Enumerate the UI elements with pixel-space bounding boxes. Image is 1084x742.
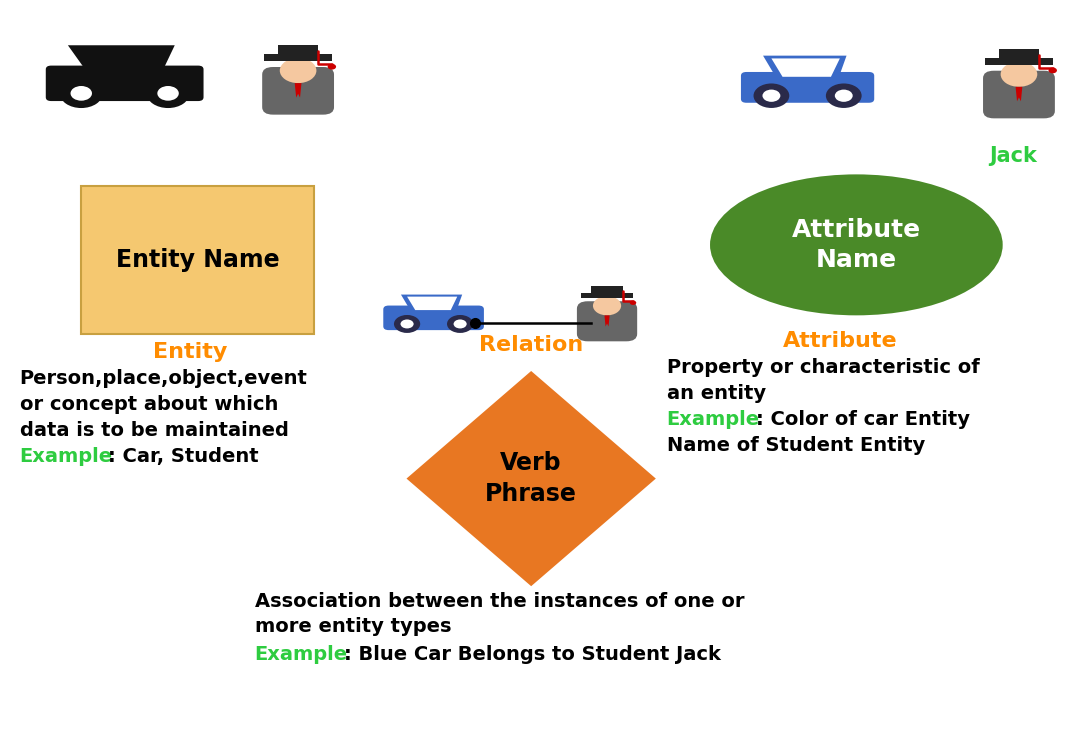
Circle shape (146, 79, 190, 108)
Text: Example: Example (20, 447, 113, 466)
Circle shape (447, 315, 474, 333)
Circle shape (762, 90, 780, 102)
FancyBboxPatch shape (264, 54, 332, 61)
Text: : Blue Car Belongs to Student Jack: : Blue Car Belongs to Student Jack (344, 645, 721, 664)
Text: : Car, Student: : Car, Student (108, 447, 259, 466)
Circle shape (400, 320, 414, 329)
Circle shape (327, 64, 336, 70)
Text: or concept about which: or concept about which (20, 395, 278, 414)
Polygon shape (408, 297, 457, 310)
Text: Person,place,object,event: Person,place,object,event (20, 369, 308, 388)
Polygon shape (1016, 87, 1022, 101)
Polygon shape (772, 59, 840, 77)
Text: more entity types: more entity types (255, 617, 451, 637)
Polygon shape (295, 83, 301, 97)
FancyBboxPatch shape (592, 286, 622, 294)
Circle shape (835, 90, 853, 102)
FancyBboxPatch shape (581, 293, 633, 298)
Text: Association between the instances of one or: Association between the instances of one… (255, 591, 745, 611)
Circle shape (1001, 62, 1037, 87)
Text: Example: Example (255, 645, 348, 664)
FancyBboxPatch shape (983, 70, 1055, 118)
FancyBboxPatch shape (81, 186, 314, 334)
Circle shape (753, 83, 789, 108)
Text: : Color of car Entity: : Color of car Entity (756, 410, 969, 429)
Text: Verb
Phrase: Verb Phrase (486, 451, 577, 506)
FancyBboxPatch shape (46, 65, 204, 101)
Text: Attribute: Attribute (783, 332, 898, 351)
Text: an entity: an entity (667, 384, 765, 403)
Ellipse shape (710, 174, 1003, 315)
Polygon shape (68, 45, 175, 73)
FancyBboxPatch shape (384, 306, 483, 330)
Circle shape (60, 79, 103, 108)
Polygon shape (401, 295, 462, 312)
FancyBboxPatch shape (741, 72, 874, 102)
FancyBboxPatch shape (577, 301, 637, 341)
Circle shape (157, 86, 179, 101)
Text: Jack: Jack (990, 146, 1037, 165)
Circle shape (70, 86, 92, 101)
Circle shape (1048, 68, 1057, 73)
Circle shape (826, 83, 862, 108)
Polygon shape (406, 371, 656, 586)
Polygon shape (763, 56, 847, 79)
FancyBboxPatch shape (998, 49, 1040, 59)
FancyBboxPatch shape (985, 58, 1053, 65)
FancyBboxPatch shape (262, 67, 334, 114)
Text: Attribute
Name: Attribute Name (791, 218, 921, 272)
Text: Example: Example (667, 410, 760, 429)
Circle shape (593, 296, 621, 315)
FancyBboxPatch shape (278, 45, 319, 55)
Text: Property or characteristic of: Property or characteristic of (667, 358, 980, 377)
Text: data is to be maintained: data is to be maintained (20, 421, 288, 440)
Circle shape (630, 301, 636, 305)
Circle shape (393, 315, 421, 333)
Circle shape (280, 58, 317, 83)
Text: Entity: Entity (153, 343, 227, 362)
Circle shape (453, 320, 467, 329)
Text: Entity Name: Entity Name (116, 248, 280, 272)
Text: Name of Student Entity: Name of Student Entity (667, 436, 925, 455)
Polygon shape (605, 315, 609, 326)
Text: Relation: Relation (479, 335, 583, 355)
